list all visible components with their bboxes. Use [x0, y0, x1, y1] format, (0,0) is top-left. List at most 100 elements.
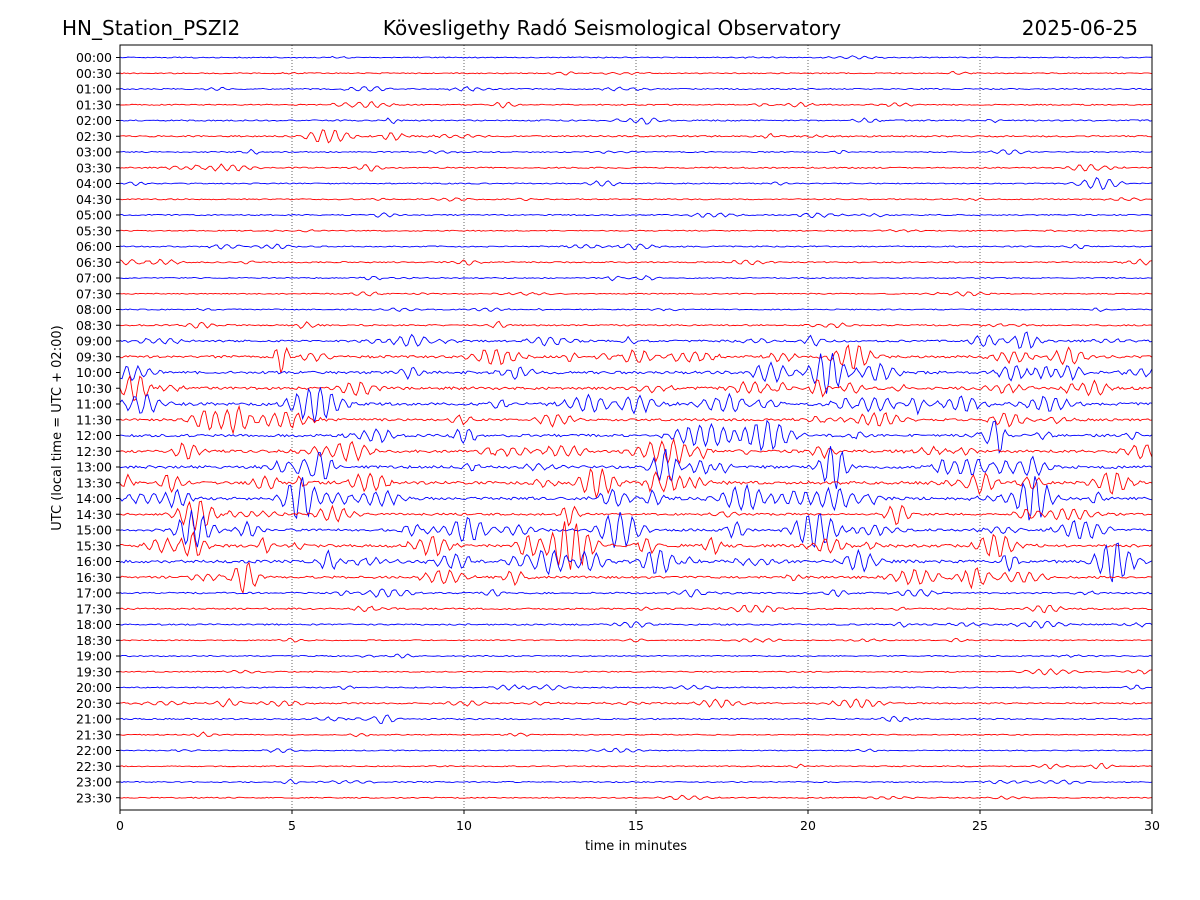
y-tick-label: 17:00	[76, 586, 112, 601]
trace-0730	[119, 291, 1153, 297]
y-tick-label: 06:30	[76, 255, 112, 270]
y-tick-label: 11:00	[76, 397, 112, 412]
x-tick-label: 10	[456, 818, 472, 833]
y-tick-label: 09:30	[76, 349, 112, 364]
trace-1330	[119, 467, 1153, 499]
y-tick-label: 13:30	[76, 475, 112, 490]
y-tick-label: 15:30	[76, 538, 112, 553]
chart-date: 2025-06-25	[1022, 16, 1138, 40]
trace-0000	[119, 55, 1153, 60]
y-tick-label: 08:30	[76, 318, 112, 333]
y-tick-label: 15:00	[76, 523, 112, 538]
y-tick-label: 13:00	[76, 460, 112, 475]
trace-0500	[119, 212, 1153, 219]
y-tick-label: 01:00	[76, 82, 112, 97]
trace-1500	[119, 510, 1153, 548]
trace-1030	[119, 374, 1153, 402]
station-name: HN_Station_PSZI2	[62, 16, 240, 40]
x-tick-label: 5	[288, 818, 296, 833]
trace-1830	[119, 637, 1153, 643]
trace-1000	[119, 353, 1153, 394]
x-tick-label: 0	[116, 818, 124, 833]
y-tick-label: 21:00	[76, 712, 112, 727]
x-axis-ticks: 0 5 10 15 20 25 30	[116, 810, 1160, 833]
y-tick-label: 04:00	[76, 176, 112, 191]
trace-0230	[119, 129, 1153, 144]
trace-0330	[119, 163, 1153, 172]
x-tick-label: 15	[628, 818, 644, 833]
y-tick-label: 12:30	[76, 444, 112, 459]
y-tick-label: 17:30	[76, 601, 112, 616]
trace-0400	[119, 177, 1153, 191]
y-tick-label: 21:30	[76, 727, 112, 742]
y-tick-label: 03:00	[76, 145, 112, 160]
y-tick-label: 06:00	[76, 239, 112, 254]
y-tick-label: 18:00	[76, 617, 112, 632]
trace-0930	[119, 344, 1153, 374]
trace-2000	[119, 684, 1153, 691]
trace-1930	[119, 668, 1153, 676]
chart-title: Kövesligethy Radó Seismological Observat…	[383, 16, 841, 40]
y-tick-label: 07:30	[76, 286, 112, 301]
y-tick-label: 04:30	[76, 192, 112, 207]
trace-0430	[119, 197, 1153, 202]
x-tick-label: 25	[972, 818, 988, 833]
y-tick-label: 07:00	[76, 271, 112, 286]
y-tick-label: 14:00	[76, 491, 112, 506]
trace-0200	[119, 117, 1153, 125]
y-tick-label: 18:30	[76, 633, 112, 648]
y-tick-label: 22:30	[76, 759, 112, 774]
y-axis-label: UTC (local time = UTC + 02:00)	[50, 325, 65, 530]
y-tick-label: 08:00	[76, 302, 112, 317]
trace-1230	[119, 437, 1153, 465]
y-tick-label: 16:00	[76, 554, 112, 569]
y-tick-label: 16:30	[76, 570, 112, 585]
trace-1400	[119, 476, 1153, 521]
x-axis-label: time in minutes	[585, 839, 687, 854]
trace-1730	[119, 604, 1153, 614]
trace-1530	[119, 521, 1153, 570]
trace-0900	[119, 331, 1153, 349]
x-tick-label: 20	[800, 818, 816, 833]
trace-1430	[119, 500, 1153, 531]
y-tick-label: 09:00	[76, 334, 112, 349]
plot-frame	[119, 44, 1153, 811]
trace-1100	[119, 387, 1153, 423]
y-tick-label: 03:30	[76, 160, 112, 175]
trace-2030	[119, 697, 1153, 709]
trace-0530	[119, 229, 1153, 233]
trace-0030	[119, 71, 1153, 76]
trace-0800	[119, 307, 1153, 312]
trace-0130	[119, 101, 1153, 109]
trace-1700	[119, 588, 1153, 598]
y-tick-label: 22:00	[76, 743, 112, 758]
trace-2100	[119, 714, 1153, 724]
y-tick-label: 00:30	[76, 66, 112, 81]
trace-1200	[119, 419, 1153, 454]
trace-1900	[119, 653, 1153, 659]
trace-0100	[119, 86, 1153, 92]
trace-0830	[119, 320, 1153, 329]
y-tick-label: 12:00	[76, 428, 112, 443]
y-tick-label: 14:30	[76, 507, 112, 522]
trace-0700	[119, 274, 1153, 282]
seismic-traces	[119, 55, 1153, 800]
trace-2230	[119, 762, 1153, 770]
trace-1800	[119, 620, 1153, 629]
y-tick-label: 19:00	[76, 649, 112, 664]
y-tick-label: 10:30	[76, 381, 112, 396]
trace-1300	[119, 446, 1153, 489]
y-tick-label: 10:00	[76, 365, 112, 380]
y-tick-label: 19:30	[76, 664, 112, 679]
trace-2200	[119, 747, 1153, 753]
trace-0630	[119, 258, 1153, 266]
y-tick-label: 01:30	[76, 97, 112, 112]
trace-1630	[119, 561, 1153, 595]
y-tick-label: 20:00	[76, 680, 112, 695]
trace-2130	[119, 731, 1153, 738]
y-tick-label: 23:30	[76, 790, 112, 805]
y-tick-label: 02:00	[76, 113, 112, 128]
y-tick-label: 02:30	[76, 129, 112, 144]
trace-1600	[119, 542, 1153, 583]
